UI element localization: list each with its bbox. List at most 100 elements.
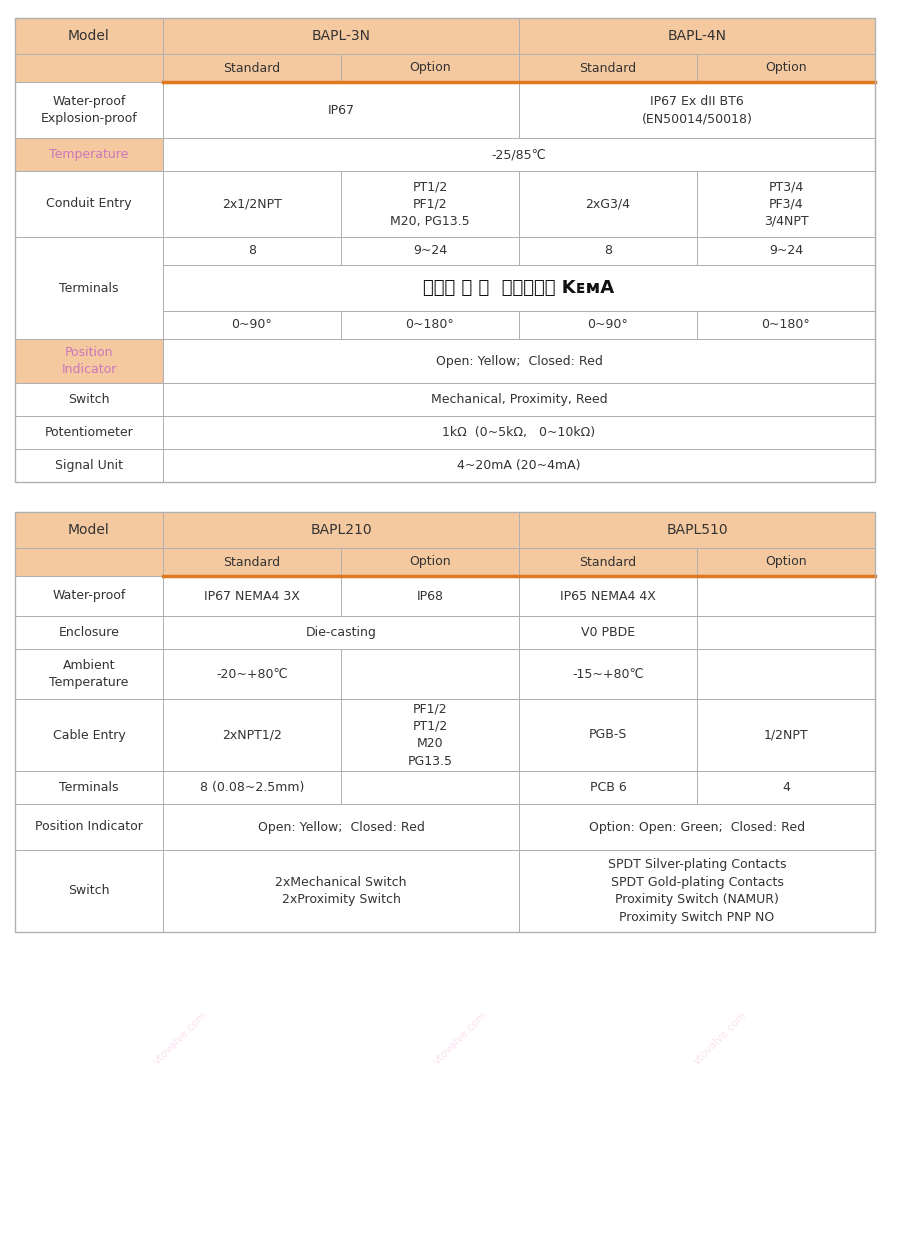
Bar	[163, 383, 874, 416]
Text: Open: Yellow;  Closed: Red: Open: Yellow; Closed: Red	[435, 354, 602, 368]
Text: IP68: IP68	[416, 589, 443, 603]
Text: vtovalve.com: vtovalve.com	[691, 260, 747, 317]
Text: Cable Entry: Cable Entry	[52, 728, 125, 742]
Bar	[341, 548, 518, 576]
Bar	[163, 171, 341, 236]
Text: Terminals: Terminals	[59, 281, 119, 295]
Bar	[15, 54, 163, 82]
Bar	[15, 339, 163, 383]
Bar	[15, 236, 163, 339]
Text: Switch: Switch	[68, 884, 109, 898]
Text: 2x1/2NPT: 2x1/2NPT	[221, 198, 281, 210]
Bar	[15, 82, 163, 137]
Bar	[15, 548, 163, 576]
Text: vtovalve.com: vtovalve.com	[691, 1010, 747, 1066]
Bar	[697, 171, 874, 236]
Bar	[697, 236, 874, 265]
Text: Option: Open: Green;  Closed: Red: Option: Open: Green; Closed: Red	[588, 821, 804, 833]
Text: vtovalve.com: vtovalve.com	[691, 650, 747, 707]
Text: IP65 NEMA4 4X: IP65 NEMA4 4X	[560, 589, 655, 603]
Bar	[163, 19, 518, 54]
Bar	[697, 617, 874, 649]
Text: 2xNPT1/2: 2xNPT1/2	[221, 728, 281, 742]
Bar	[163, 137, 874, 171]
Text: Die-casting: Die-casting	[305, 626, 376, 639]
Text: Option: Option	[765, 556, 806, 568]
Text: 1kΩ  (0~5kΩ,   0~10kΩ): 1kΩ (0~5kΩ, 0~10kΩ)	[442, 426, 595, 439]
Bar	[518, 576, 697, 617]
Text: Option: Option	[765, 62, 806, 74]
Bar	[163, 649, 341, 699]
Bar	[15, 513, 163, 548]
Text: 0~180°: 0~180°	[405, 318, 454, 332]
Text: PT3/4
PF3/4
3/4NPT: PT3/4 PF3/4 3/4NPT	[763, 180, 808, 228]
Text: 9~24: 9~24	[768, 244, 802, 258]
Bar	[163, 416, 874, 449]
Bar	[697, 649, 874, 699]
Bar	[518, 311, 697, 339]
Text: Standard: Standard	[223, 556, 280, 568]
Text: ⓇⓁⓈ Ⓢ Ⓓ  ⓃⓓⓕⓘⓈ KᴇᴍA: ⓇⓁⓈ Ⓢ Ⓓ ⓃⓓⓕⓘⓈ KᴇᴍA	[423, 279, 614, 297]
Bar	[518, 851, 874, 932]
Bar	[163, 513, 518, 548]
Text: 9~24: 9~24	[413, 244, 447, 258]
Text: -25/85℃: -25/85℃	[491, 149, 546, 161]
Bar	[518, 82, 874, 137]
Bar	[518, 803, 874, 851]
Bar	[163, 851, 518, 932]
Bar	[163, 236, 341, 265]
Text: vtovalve.com: vtovalve.com	[152, 1010, 208, 1066]
Text: 2xG3/4: 2xG3/4	[584, 198, 630, 210]
Text: Water-proof: Water-proof	[52, 589, 126, 603]
Text: 0~90°: 0~90°	[232, 318, 272, 332]
Bar	[163, 82, 518, 137]
Bar	[697, 548, 874, 576]
Bar	[163, 771, 341, 803]
Text: PT1/2
PF1/2
M20, PG13.5: PT1/2 PF1/2 M20, PG13.5	[390, 180, 470, 228]
Bar	[15, 383, 163, 416]
Text: IP67 Ex dII BT6
(EN50014/50018): IP67 Ex dII BT6 (EN50014/50018)	[641, 95, 752, 125]
Text: vtovalve.com: vtovalve.com	[431, 650, 488, 707]
Bar	[697, 699, 874, 771]
Text: Temperature: Temperature	[50, 149, 129, 161]
Text: BAPL-4N: BAPL-4N	[667, 28, 726, 43]
Text: 8 (0.08~2.5mm): 8 (0.08~2.5mm)	[199, 781, 304, 794]
Bar	[341, 576, 518, 617]
Bar	[163, 449, 874, 482]
Bar	[15, 137, 163, 171]
Bar	[163, 803, 518, 851]
Bar	[518, 171, 697, 236]
Bar	[163, 617, 518, 649]
Text: Conduit Entry: Conduit Entry	[46, 198, 131, 210]
Text: Terminals: Terminals	[59, 781, 119, 794]
Bar	[15, 649, 163, 699]
Bar	[15, 171, 163, 236]
Bar	[697, 576, 874, 617]
Bar	[163, 54, 341, 82]
Text: 4: 4	[781, 781, 789, 794]
Text: vtovalve.com: vtovalve.com	[431, 1010, 488, 1066]
Bar	[518, 54, 697, 82]
Bar	[15, 803, 163, 851]
Bar	[15, 576, 163, 617]
Text: IP67: IP67	[327, 104, 354, 116]
Bar	[341, 699, 518, 771]
Text: 4~20mA (20~4mA): 4~20mA (20~4mA)	[457, 459, 580, 472]
Text: PCB 6: PCB 6	[589, 781, 626, 794]
Text: Position
Indicator: Position Indicator	[62, 345, 117, 376]
Bar	[518, 649, 697, 699]
Bar	[518, 548, 697, 576]
Bar	[15, 19, 874, 482]
Bar	[15, 513, 874, 932]
Text: Standard: Standard	[223, 62, 280, 74]
Text: V0 PBDE: V0 PBDE	[580, 626, 634, 639]
Bar	[518, 699, 697, 771]
Text: 8: 8	[248, 244, 255, 258]
Bar	[15, 416, 163, 449]
Text: Switch: Switch	[68, 392, 109, 406]
Text: PGB-S: PGB-S	[588, 728, 627, 742]
Bar	[163, 576, 341, 617]
Bar	[15, 449, 163, 482]
Bar	[341, 771, 518, 803]
Bar	[15, 19, 163, 54]
